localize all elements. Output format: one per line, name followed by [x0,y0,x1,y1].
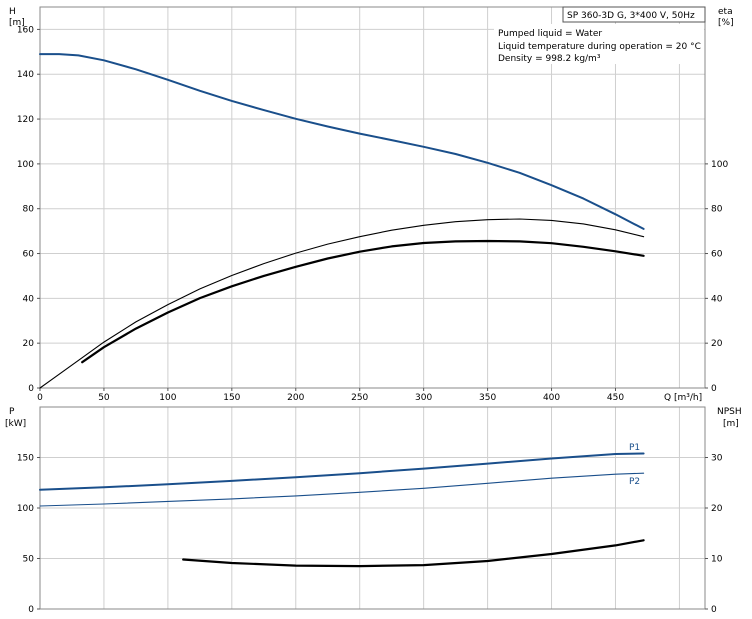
npsh-axis-label: NPSH [717,407,742,417]
bottom-panel-series [39,452,645,568]
left-axis-tick-label: 60 [23,250,35,260]
info-pumped-liquid: Pumped liquid = Water [498,29,602,39]
left-axis-tick-label: 0 [28,605,34,615]
x-axis-tick-label: 200 [287,393,304,403]
right-axis-tick-label: 60 [711,250,723,260]
series-line-0-0 [39,53,645,230]
npsh-axis-unit: [m] [723,419,739,429]
left-axis-tick-label: 160 [17,25,34,35]
title-box [562,6,706,23]
left-axis-tick-label: 40 [23,294,35,304]
x-axis-tick-label: 450 [607,393,624,403]
eta-axis-unit: [%] [718,18,734,28]
x-axis-tick-label: 150 [223,393,240,403]
left-axis-tick-label: 20 [23,339,35,349]
right-axis-tick-label: 20 [711,504,723,514]
info-box [494,24,704,64]
left-axis-tick-label: 50 [23,555,35,565]
right-axis-tick-label: 20 [711,339,723,349]
left-axis-tick-label: 80 [23,205,35,215]
x-axis-tick-label: 0 [37,393,43,403]
left-axis-tick-label: 100 [17,160,34,170]
info-density: Density = 998.2 kg/m³ [498,54,601,64]
series-line-0-1 [39,218,645,389]
right-axis-tick-label: 0 [711,384,717,394]
top-panel-frame [39,6,706,389]
x-axis-tick-label: 400 [543,393,560,403]
bottom-panel-grid [40,407,705,609]
x-axis-tick-label: 100 [159,393,176,403]
x-axis-tick-label: 350 [479,393,496,403]
right-axis-tick-label: 100 [711,160,728,170]
top-panel-ticks: 0 20 40 60 80 100 120 140 160 0 20 40 60 80 100 0 50 100 1… [17,25,729,403]
series-label-p2: P2 [629,477,640,487]
right-axis-tick-label: 0 [711,605,717,615]
head-axis-label: H [9,7,16,17]
right-axis-tick-label: 40 [711,294,723,304]
power-axis-unit: [kW] [5,419,26,429]
head-axis-unit: [m] [9,18,25,28]
bottom-panel-ticks: 0 50 100 150 0 10 20 30 [17,454,723,616]
series-line-1-2 [182,539,645,568]
x-axis-tick-label: 300 [415,393,432,403]
left-axis-tick-label: 120 [17,115,34,125]
left-axis-tick-label: 0 [28,384,34,394]
top-panel-series [39,53,645,389]
right-axis-tick-label: 10 [711,555,723,565]
left-axis-tick-label: 150 [17,454,34,464]
info-liquid-temperature: Liquid temperature during operation = 20… [498,42,701,52]
series-label-p1: P1 [629,443,640,453]
right-axis-tick-label: 30 [711,454,723,464]
eta-axis-label: eta [718,7,733,17]
power-axis-label: P [9,407,15,417]
series-line-1-1 [39,472,645,507]
series-line-1-0 [39,452,645,491]
series-line-0-2 [81,239,645,364]
right-axis-tick-label: 80 [711,205,723,215]
chart-title: SP 360-3D G, 3*400 V, 50Hz [567,11,695,21]
left-axis-tick-label: 100 [17,504,34,514]
x-axis-tick-label: 50 [98,393,110,403]
flow-axis-label: Q [m³/h] [664,393,702,403]
left-axis-tick-label: 140 [17,70,34,80]
top-panel-grid [40,7,705,388]
x-axis-tick-label: 250 [351,393,368,403]
